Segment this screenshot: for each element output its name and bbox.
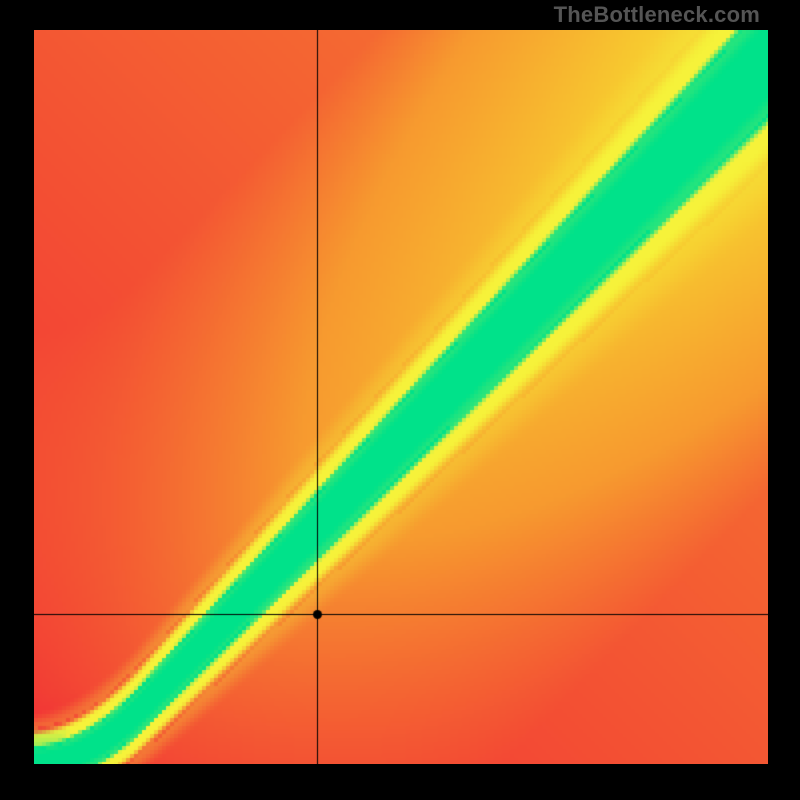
chart-container: TheBottleneck.com xyxy=(0,0,800,800)
bottleneck-heatmap xyxy=(34,30,768,764)
watermark-label: TheBottleneck.com xyxy=(554,2,760,28)
